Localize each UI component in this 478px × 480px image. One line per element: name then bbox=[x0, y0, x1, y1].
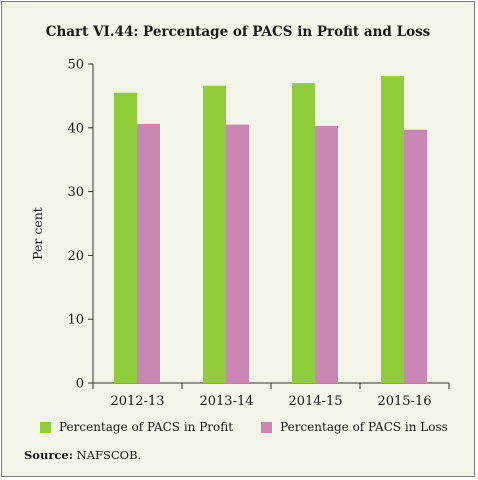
x-tick-label: 2015-16 bbox=[377, 394, 431, 409]
x-tick-label: 2012-13 bbox=[110, 394, 164, 409]
source-label: Source: bbox=[24, 448, 73, 462]
x-tick-label: 2013-14 bbox=[199, 394, 253, 409]
y-axis-title: Per cent bbox=[30, 207, 45, 260]
bar-profit bbox=[203, 85, 226, 383]
bar-profit bbox=[292, 83, 315, 383]
legend-swatch-profit bbox=[40, 421, 51, 433]
y-tick-label: 20 bbox=[67, 249, 84, 264]
y-tick-label: 30 bbox=[67, 185, 84, 200]
source-text: NAFSCOB. bbox=[76, 448, 142, 462]
legend-item-loss: Percentage of PACS in Loss bbox=[261, 420, 448, 434]
y-tick-label: 40 bbox=[67, 121, 84, 136]
chart-title: Chart VI.44: Percentage of PACS in Profi… bbox=[45, 24, 431, 40]
legend-swatch-loss bbox=[261, 421, 273, 433]
source-note: Source: NAFSCOB. bbox=[24, 448, 141, 462]
bar-profit bbox=[381, 76, 404, 383]
legend-item-profit: Percentage of PACS in Profit bbox=[40, 420, 233, 434]
legend: Percentage of PACS in Profit Percentage … bbox=[40, 420, 448, 434]
labels: 0 10 20 30 40 50 Per cent 2012-13 2013-14 2014-15… bbox=[30, 58, 432, 410]
legend-label-profit: Percentage of PACS in Profit bbox=[59, 420, 234, 434]
bar-loss bbox=[137, 123, 160, 384]
bar-profit bbox=[114, 92, 137, 384]
bar-loss bbox=[226, 124, 249, 384]
y-tick-label: 0 bbox=[76, 377, 84, 392]
bar-chart: 0 10 20 30 40 50 Per cent 2012-13 2013-14 2014-15… bbox=[30, 58, 450, 410]
y-tick-label: 10 bbox=[67, 313, 84, 328]
bars bbox=[114, 76, 427, 384]
legend-label-loss: Percentage of PACS in Loss bbox=[280, 420, 448, 434]
x-tick-label: 2014-15 bbox=[288, 394, 342, 409]
bar-loss bbox=[404, 129, 427, 383]
bar-loss bbox=[315, 125, 338, 384]
y-tick-label: 50 bbox=[67, 58, 84, 73]
